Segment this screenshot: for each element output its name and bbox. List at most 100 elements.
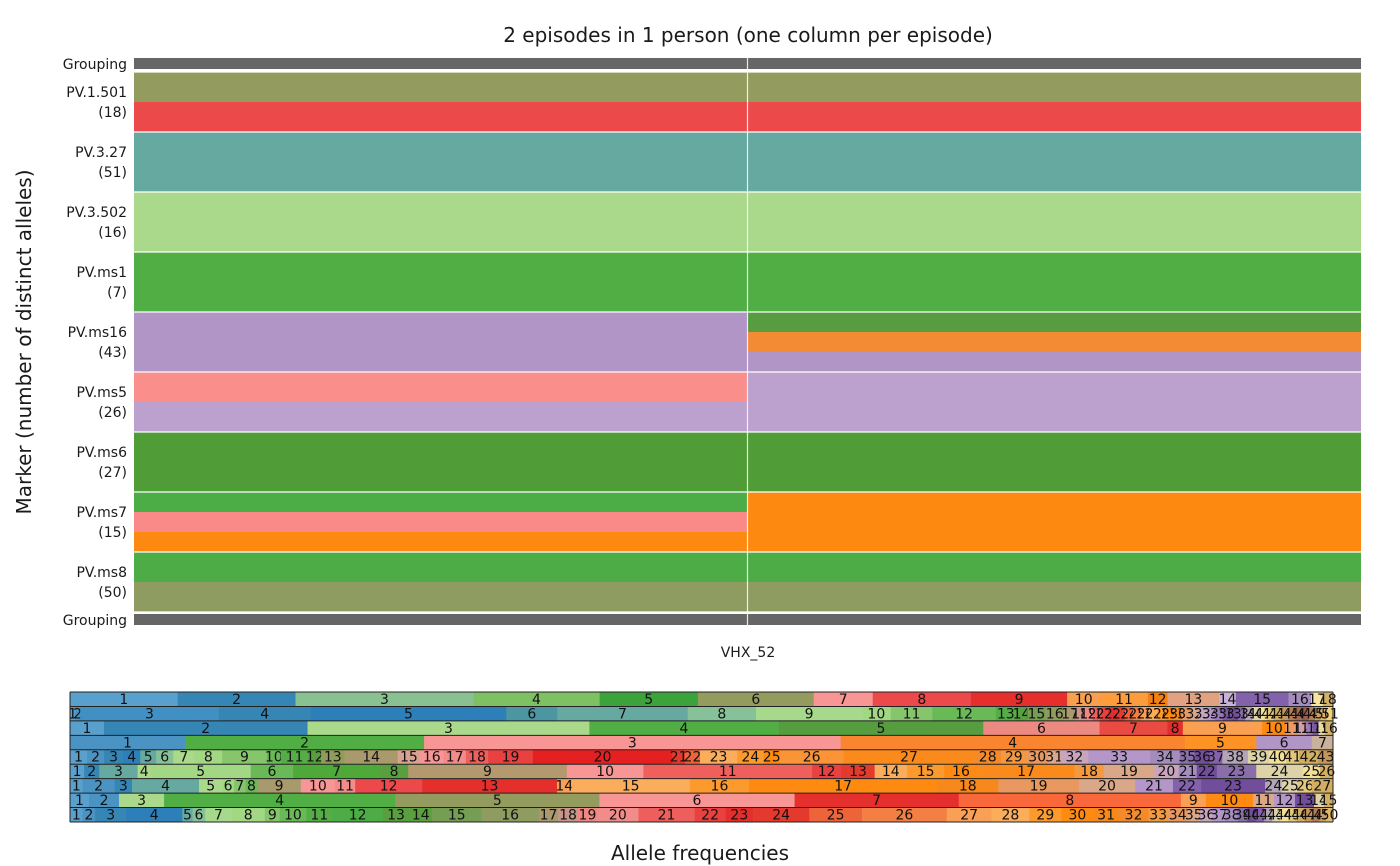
allele-label: 11	[336, 779, 354, 795]
allele-label: 35	[1185, 808, 1203, 824]
allele-segment	[1273, 706, 1282, 721]
allele-segment	[1247, 749, 1270, 765]
allele-label: 31	[1097, 808, 1115, 824]
allele-segment	[995, 706, 1017, 721]
allele-segment	[974, 749, 1002, 765]
allele-label: 13	[481, 779, 499, 795]
marker-count-label: (7)	[107, 285, 127, 301]
allele-label: 3	[119, 779, 128, 795]
allele-segment	[194, 749, 223, 765]
allele-label: 24	[742, 750, 760, 766]
allele-label: 17	[1308, 692, 1326, 708]
allele-label: 6	[751, 692, 760, 708]
allele-label: 11	[310, 808, 328, 824]
allele-segment	[1326, 706, 1334, 721]
allele-label: 8	[917, 692, 926, 708]
allele-segment	[1167, 692, 1220, 707]
allele-label: 26	[1318, 764, 1336, 780]
allele-label: 33	[1110, 750, 1128, 766]
allele-label: 7	[332, 764, 341, 780]
allele-segment	[257, 778, 302, 794]
allele-label: 23	[1228, 764, 1246, 780]
allele-segment	[638, 807, 695, 822]
allele-label: 5	[404, 706, 413, 722]
allele-segment	[1237, 807, 1248, 822]
marker-name-label: PV.3.502	[66, 205, 127, 221]
allele-segment	[1198, 706, 1207, 721]
allele-segment	[1099, 720, 1168, 736]
allele-segment	[70, 720, 105, 736]
marker-count-label: (27)	[98, 465, 127, 481]
allele-segment	[1280, 807, 1289, 822]
allele-segment	[1313, 793, 1325, 808]
allele-segment	[199, 778, 223, 794]
allele-label: 27	[900, 750, 918, 766]
allele-segment	[481, 807, 540, 822]
allele-segment	[443, 749, 467, 765]
marker-segment	[134, 192, 748, 253]
allele-label: 16	[952, 764, 970, 780]
allele-segment	[1252, 706, 1260, 721]
allele-label: 10	[265, 750, 283, 766]
allele-label: 2	[94, 779, 103, 795]
allele-segment	[70, 764, 85, 779]
allele-segment	[422, 778, 558, 794]
allele-segment	[1103, 764, 1155, 779]
allele-segment	[1196, 764, 1218, 779]
marker-name-label: PV.ms1	[76, 265, 127, 281]
allele-label: 9	[268, 808, 277, 824]
allele-label: 4	[275, 793, 284, 809]
allele-segment	[977, 764, 1075, 779]
allele-label: 28	[979, 750, 997, 766]
allele-segment	[1061, 807, 1094, 822]
allele-label: 21	[658, 808, 676, 824]
allele-label: 20	[1098, 779, 1116, 795]
allele-label: 4	[161, 779, 170, 795]
allele-label: 5	[196, 764, 205, 780]
allele-label: 6	[1037, 721, 1046, 737]
allele-segment	[1212, 807, 1226, 822]
allele-label: 8	[1171, 721, 1180, 737]
marker-segment	[747, 492, 1361, 553]
allele-segment	[687, 706, 757, 721]
allele-label: 1	[68, 706, 77, 722]
marker-segment	[747, 192, 1361, 253]
allele-segment	[699, 749, 738, 765]
allele-segment	[756, 706, 863, 721]
allele-label: 35	[1178, 750, 1196, 766]
allele-label: 12	[1276, 793, 1294, 809]
allele-segment	[70, 778, 83, 794]
allele-segment	[589, 720, 779, 736]
allele-segment	[1298, 778, 1312, 794]
allele-label: 26	[803, 750, 821, 766]
marker-segment	[747, 432, 1361, 493]
allele-segment	[1133, 706, 1142, 721]
allele-label: 15	[400, 750, 418, 766]
allele-label: 9	[1015, 692, 1024, 708]
allele-label: 7	[1129, 721, 1138, 737]
allele-label: 25	[763, 750, 781, 766]
allele-segment	[233, 778, 246, 794]
allele-segment	[156, 749, 174, 765]
allele-label: 27	[1313, 779, 1331, 795]
allele-label: 13	[1184, 692, 1202, 708]
marker-count-label: (50)	[98, 585, 127, 601]
allele-label: 13	[1296, 793, 1314, 809]
allele-label: 42	[1300, 750, 1318, 766]
allele-label: 2	[232, 692, 241, 708]
allele-segment	[1201, 778, 1266, 794]
allele-label: 12	[306, 750, 324, 766]
allele-label: 3	[137, 793, 146, 809]
allele-label: 3	[380, 692, 389, 708]
allele-label: 14	[1013, 706, 1031, 722]
allele-label: 2	[300, 735, 309, 751]
allele-label: 8	[204, 750, 213, 766]
allele-label: 10	[1075, 692, 1093, 708]
allele-segment	[1281, 778, 1299, 794]
allele-label: 6	[160, 750, 169, 766]
allele-segment	[1047, 749, 1061, 765]
marker-segment	[747, 372, 1361, 433]
allele-label: 18	[559, 808, 577, 824]
allele-label: 24	[772, 808, 790, 824]
